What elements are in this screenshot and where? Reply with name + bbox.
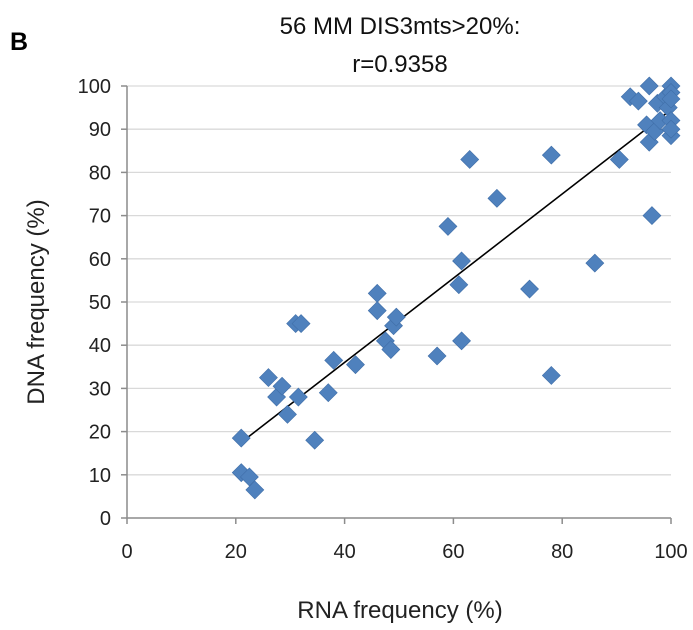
y-tick-label: 90	[89, 119, 111, 141]
y-axis-title: DNA frequency (%)	[23, 199, 50, 404]
chart-title-line-2: r=0.9358	[352, 51, 447, 78]
data-point	[386, 307, 406, 327]
data-point	[278, 404, 297, 424]
y-tick-label: 50	[89, 292, 111, 314]
data-point	[452, 251, 471, 271]
data-point	[346, 355, 365, 375]
y-tick-label: 20	[89, 422, 111, 444]
data-point	[272, 376, 292, 396]
y-tick-label: 80	[89, 162, 111, 184]
x-tick-label: 40	[333, 541, 355, 563]
data-point	[231, 428, 251, 448]
data-point	[427, 346, 447, 366]
data-point	[381, 340, 401, 359]
chart-title-line-1: 56 MM DIS3mts>20%:	[280, 13, 521, 40]
x-tick-label: 60	[442, 541, 464, 563]
y-tick-label: 10	[89, 465, 111, 487]
data-point	[288, 387, 308, 407]
y-tick-label: 70	[89, 206, 111, 228]
data-point	[541, 145, 561, 165]
data-point	[460, 150, 480, 169]
data-point	[642, 206, 662, 226]
data-point	[259, 368, 278, 388]
data-point	[324, 350, 344, 370]
data-point	[661, 89, 681, 109]
x-axis-title: RNA frequency (%)	[297, 597, 502, 624]
data-point	[639, 76, 659, 96]
data-point	[661, 119, 681, 139]
panel-label: B	[10, 28, 28, 56]
data-point	[305, 430, 325, 450]
tick-labels: 0 10 20 30 40 50 60 70 80 90 100 0 20 40 60 80 100	[78, 76, 688, 563]
data-point	[520, 279, 539, 299]
data-point	[449, 275, 469, 295]
axes	[121, 85, 672, 524]
data-point	[367, 283, 387, 303]
y-tick-label: 30	[89, 378, 111, 400]
gridlines	[127, 85, 671, 476]
data-point	[585, 253, 605, 273]
x-tick-label: 100	[654, 541, 687, 563]
y-tick-label: 0	[100, 508, 111, 530]
trendline	[240, 109, 672, 444]
data-point	[487, 188, 507, 208]
x-tick-label: 80	[551, 541, 573, 563]
data-point	[318, 383, 338, 403]
y-tick-label: 100	[78, 76, 111, 98]
data-point	[291, 314, 311, 334]
data-point	[609, 150, 629, 169]
y-tick-label: 40	[89, 335, 111, 357]
data-points	[231, 76, 681, 500]
x-tick-label: 20	[225, 541, 247, 563]
data-point	[628, 91, 648, 111]
data-point	[438, 216, 458, 236]
data-point	[367, 301, 387, 321]
data-point	[245, 480, 265, 500]
x-tick-label: 0	[121, 541, 132, 563]
data-point	[452, 331, 471, 351]
trendline-group	[240, 109, 672, 444]
y-tick-label: 60	[89, 249, 111, 271]
data-point	[541, 366, 561, 385]
